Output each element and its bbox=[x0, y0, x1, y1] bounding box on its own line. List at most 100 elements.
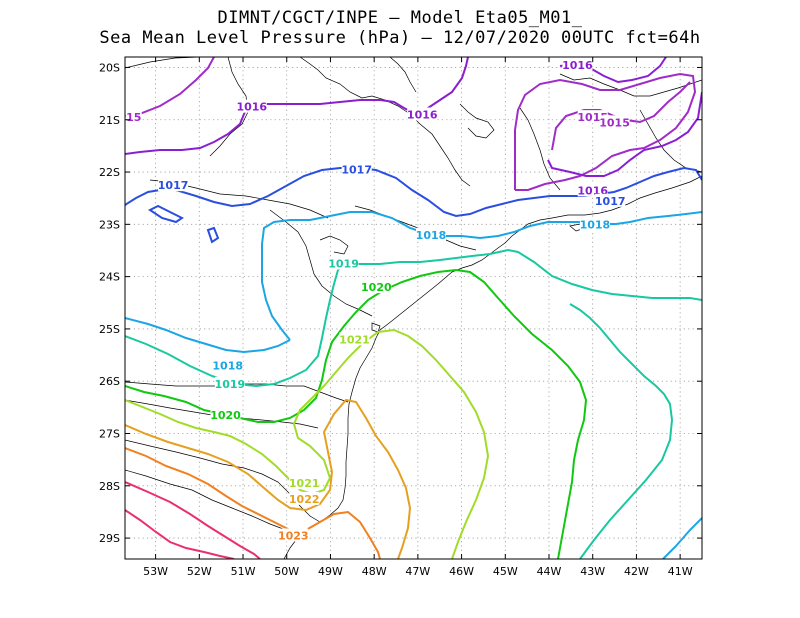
isobar-1018-right bbox=[662, 517, 702, 559]
state-border bbox=[269, 209, 373, 317]
isobar-1016-west bbox=[125, 57, 469, 155]
x-tick-label: 41W bbox=[668, 565, 693, 578]
state-border bbox=[519, 107, 561, 191]
state-border bbox=[299, 57, 471, 187]
x-tick-label: 43W bbox=[580, 565, 605, 578]
contour-label-1016: 1016 bbox=[562, 59, 593, 72]
x-tick-label: 45W bbox=[493, 565, 518, 578]
map-frame bbox=[124, 56, 703, 560]
contour-label-bg bbox=[339, 332, 370, 346]
y-tick-label: 21S bbox=[99, 114, 120, 127]
contour-label-bg bbox=[212, 358, 243, 372]
contour-label-bg bbox=[407, 107, 438, 121]
contour-label-bg bbox=[361, 280, 392, 294]
contour-label-15: 15 bbox=[126, 111, 141, 124]
isobar-1017-loop bbox=[148, 204, 184, 224]
y-tick-label: 28S bbox=[99, 480, 120, 493]
x-tick-label: 52W bbox=[187, 565, 212, 578]
contour-label-bg bbox=[236, 99, 267, 113]
contour-label-bg bbox=[289, 476, 320, 490]
y-tick-label: 20S bbox=[99, 61, 120, 74]
x-tick-label: 44W bbox=[537, 565, 562, 578]
isobar-1017-islet bbox=[206, 226, 220, 244]
y-tick-label: 25S bbox=[99, 323, 120, 336]
x-tick-label: 42W bbox=[624, 565, 649, 578]
contour-label-1020: 1020 bbox=[361, 281, 392, 294]
coastline-boundaries bbox=[125, 57, 702, 559]
contour-label-bg bbox=[214, 376, 245, 390]
contour-label-1023: 1023 bbox=[278, 529, 309, 542]
y-tick-label: 27S bbox=[99, 428, 120, 441]
contour-label-1019: 1019 bbox=[328, 258, 359, 271]
contour-label-bg bbox=[158, 178, 189, 192]
y-tick-label: 22S bbox=[99, 166, 120, 179]
isobar-1017 bbox=[125, 166, 702, 218]
contour-label-1017: 1017 bbox=[158, 179, 189, 192]
contour-label-bg bbox=[562, 57, 593, 71]
contour-label-1019: 1019 bbox=[215, 378, 246, 391]
isobar-1024 bbox=[125, 481, 261, 559]
contour-label-1016: 1016 bbox=[407, 109, 438, 122]
state-border bbox=[389, 57, 417, 93]
x-tick-label: 47W bbox=[405, 565, 430, 578]
map-title-line1: DIMNT/CGCT/INPE – Model Eta05_M01_ bbox=[217, 8, 583, 28]
contour-label-bg bbox=[415, 227, 446, 241]
state-border bbox=[459, 103, 495, 139]
contour-label-1021: 1021 bbox=[289, 477, 320, 490]
contour-label-1015: 1015 bbox=[599, 116, 630, 129]
contour-labels: 1510161016101610151015101610171017101710… bbox=[125, 57, 630, 542]
isobar-1016-loop bbox=[547, 91, 702, 177]
contour-label-bg bbox=[577, 183, 608, 197]
isobar-1022 bbox=[125, 398, 412, 559]
y-tick-label: 24S bbox=[99, 271, 120, 284]
state-border bbox=[319, 235, 349, 255]
x-tick-label: 48W bbox=[362, 565, 387, 578]
map-title-line2: Sea Mean Level Pressure (hPa) – 12/07/20… bbox=[99, 28, 701, 48]
isobar-1021 bbox=[125, 328, 490, 559]
contour-label-1017: 1017 bbox=[595, 195, 626, 208]
x-tick-label: 46W bbox=[449, 565, 474, 578]
x-tick-label: 50W bbox=[274, 565, 299, 578]
state-border bbox=[125, 439, 321, 523]
contour-label-bg bbox=[289, 491, 320, 505]
state-border bbox=[559, 73, 702, 97]
contour-label-1020: 1020 bbox=[210, 409, 241, 422]
x-tick-label: 49W bbox=[318, 565, 343, 578]
contour-label-1018: 1018 bbox=[416, 229, 447, 242]
state-border bbox=[639, 109, 702, 173]
lat-lon-grid bbox=[125, 57, 702, 559]
x-tick-label: 53W bbox=[143, 565, 168, 578]
isobar-contours bbox=[125, 57, 702, 559]
state-border bbox=[125, 469, 287, 531]
isobar-1018 bbox=[125, 317, 291, 354]
isobar-1015-east-loop bbox=[514, 72, 697, 191]
contour-label-1018: 1018 bbox=[580, 218, 611, 231]
isobar-1019-right bbox=[569, 303, 674, 559]
x-tick-label: 51W bbox=[231, 565, 256, 578]
state-border bbox=[125, 57, 201, 69]
isobar-1023 bbox=[125, 447, 381, 559]
contour-label-1018: 1018 bbox=[212, 360, 243, 373]
contour-label-bg bbox=[341, 162, 372, 176]
contour-label-1022: 1022 bbox=[289, 493, 320, 506]
state-border bbox=[125, 381, 349, 403]
isobar-1019 bbox=[125, 248, 702, 388]
contour-label-bg bbox=[278, 528, 309, 542]
contour-label-1021: 1021 bbox=[339, 333, 370, 346]
contour-label-bg bbox=[328, 256, 359, 270]
isobar-1015-west bbox=[125, 57, 215, 117]
isobar-1024b bbox=[125, 509, 235, 559]
y-tick-label: 26S bbox=[99, 375, 120, 388]
contour-label-bg bbox=[210, 408, 241, 422]
coast-island bbox=[371, 322, 381, 333]
isobar-1020 bbox=[125, 268, 588, 559]
y-tick-label: 29S bbox=[99, 532, 120, 545]
contour-label-1017: 1017 bbox=[341, 163, 372, 176]
coastline bbox=[283, 175, 702, 559]
contour-label-1016: 1016 bbox=[236, 101, 267, 114]
axis-ticks: 53W 52W 51W 50W 49W 48W 47W 46W 45W 44W 43W 42W 41W 2… bbox=[99, 57, 702, 578]
contour-label-bg bbox=[579, 217, 610, 231]
contour-label-bg bbox=[599, 115, 630, 129]
y-tick-label: 23S bbox=[99, 218, 120, 231]
